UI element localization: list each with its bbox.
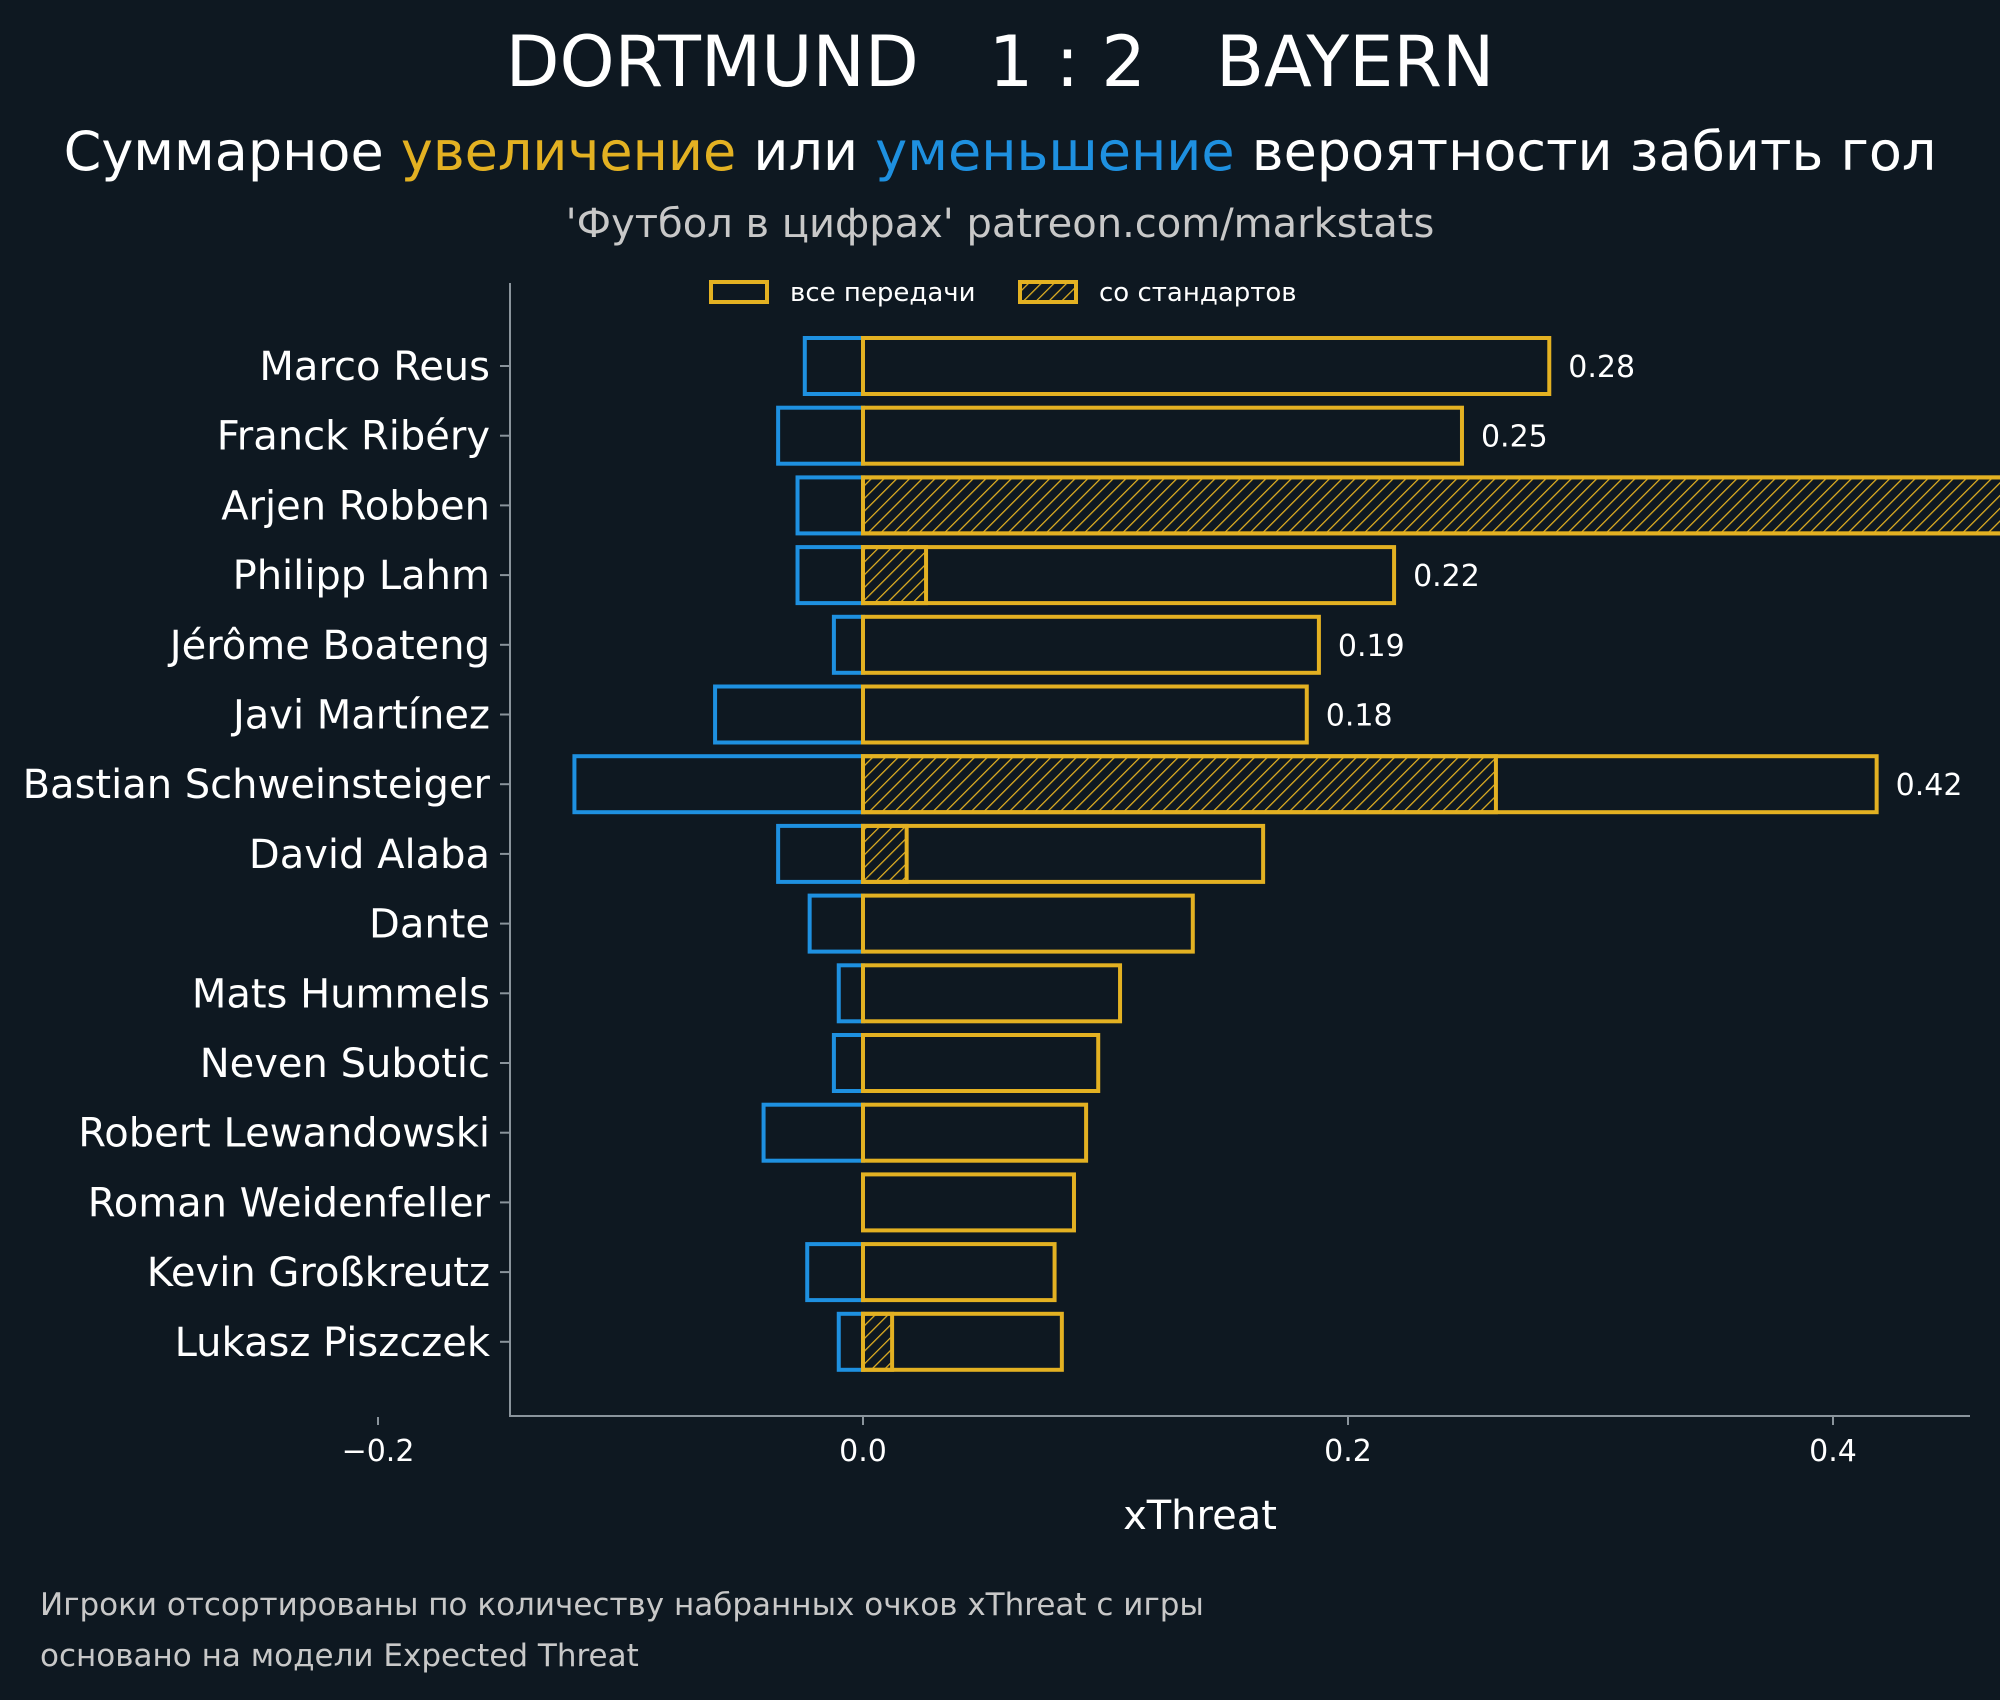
x-axis-title: xThreat	[1123, 1493, 1277, 1539]
bar-set-pieces	[861, 823, 909, 884]
bar-decrease	[761, 1102, 866, 1163]
bar-set-pieces	[861, 754, 1498, 815]
bar-set-pieces	[861, 1311, 895, 1372]
value-label: 0.25	[1481, 420, 1548, 455]
player-label: Neven Subotic	[200, 1041, 490, 1087]
bar-increase	[861, 1033, 1101, 1093]
bar-decrease	[795, 475, 866, 536]
bar-decrease	[776, 823, 865, 884]
player-label: Roman Weidenfeller	[88, 1180, 491, 1226]
bar-increase	[861, 545, 1397, 606]
bar-increase	[861, 614, 1321, 675]
chart-source: 'Футбол в цифрах' patreon.com/markstats	[566, 201, 1435, 247]
subtitle-part-1: Суммарное	[64, 120, 401, 183]
bar-decrease	[572, 754, 865, 815]
bar-increase	[861, 1311, 1064, 1372]
player-label: Robert Lewandowski	[78, 1111, 490, 1157]
legend-label-set-pieces: со стандартов	[1099, 278, 1297, 308]
subtitle-part-5: вероятности забить гол	[1235, 120, 1937, 183]
bar-increase	[861, 823, 1266, 884]
bar-decrease	[836, 1311, 865, 1372]
bar-increase	[861, 405, 1464, 466]
value-label: 0.28	[1568, 350, 1635, 385]
bar-increase	[861, 336, 1552, 396]
player-label: Philipp Lahm	[233, 553, 490, 599]
bar-decrease	[776, 405, 865, 466]
value-label: 0.22	[1413, 559, 1480, 594]
value-label: 0.18	[1326, 699, 1393, 734]
team-home: DORTMUND	[506, 21, 919, 103]
bar-decrease	[713, 684, 866, 745]
player-label: David Alaba	[249, 832, 490, 878]
x-tick-label: 0.0	[839, 1434, 887, 1469]
bar-decrease	[836, 963, 865, 1024]
player-label: Mats Hummels	[192, 971, 490, 1017]
player-label: Lukasz Piszczek	[175, 1320, 491, 1366]
bar-increase	[861, 963, 1123, 1024]
x-tick-label: −0.2	[342, 1434, 415, 1469]
score: 1 : 2	[989, 21, 1146, 103]
player-label: Franck Ribéry	[217, 414, 490, 460]
bar-set-pieces	[861, 545, 929, 606]
player-label: Arjen Robben	[221, 483, 490, 529]
player-label: Kevin Großkreutz	[147, 1250, 490, 1296]
bar-increase	[861, 754, 1879, 815]
bar-increase	[861, 1172, 1076, 1233]
bar-increase	[861, 684, 1309, 745]
bar-decrease	[802, 336, 865, 396]
subtitle-increase: увеличение	[401, 120, 736, 183]
player-label: Javi Martínez	[230, 693, 490, 739]
subtitle-part-3: или	[736, 120, 875, 183]
player-label: Marco Reus	[259, 344, 490, 390]
value-label: 0.42	[1896, 768, 1963, 803]
bar-decrease	[807, 893, 866, 954]
bar-increase	[861, 1242, 1057, 1303]
bar-increase	[861, 475, 2000, 536]
subtitle-decrease: уменьшение	[875, 120, 1234, 183]
x-tick-label: 0.2	[1324, 1434, 1372, 1469]
chart-title: DORTMUND 1 : 2 BAYERN	[506, 21, 1495, 103]
player-label: Bastian Schweinsteiger	[23, 762, 491, 808]
legend: все передачи со стандартов	[709, 278, 1297, 308]
bar-increase	[861, 1102, 1089, 1163]
x-tick-label: 0.4	[1809, 1434, 1857, 1469]
legend-swatch-set-pieces	[1018, 280, 1078, 304]
legend-swatch-all	[709, 280, 769, 304]
bar-increase	[861, 893, 1195, 954]
footnote-line-2: основано на модели Expected Threat	[40, 1638, 639, 1674]
bar-decrease	[795, 545, 866, 606]
plot-area: −0.20.00.20.40.60.8Marco Reus0.28Franck …	[23, 336, 2000, 1469]
bar-decrease	[831, 1033, 866, 1093]
bar-decrease	[831, 614, 866, 675]
chart-subtitle: Суммарное увеличение или уменьшение веро…	[64, 120, 1937, 183]
bar-set-pieces	[861, 475, 2000, 536]
player-label: Jérôme Boateng	[167, 623, 490, 669]
player-label: Dante	[369, 902, 490, 948]
footnote-line-1: Игроки отсортированы по количеству набра…	[40, 1587, 1204, 1623]
value-label: 0.19	[1338, 629, 1405, 664]
team-away: BAYERN	[1216, 21, 1494, 103]
bar-decrease	[805, 1242, 865, 1303]
legend-label-all: все передачи	[790, 278, 976, 308]
